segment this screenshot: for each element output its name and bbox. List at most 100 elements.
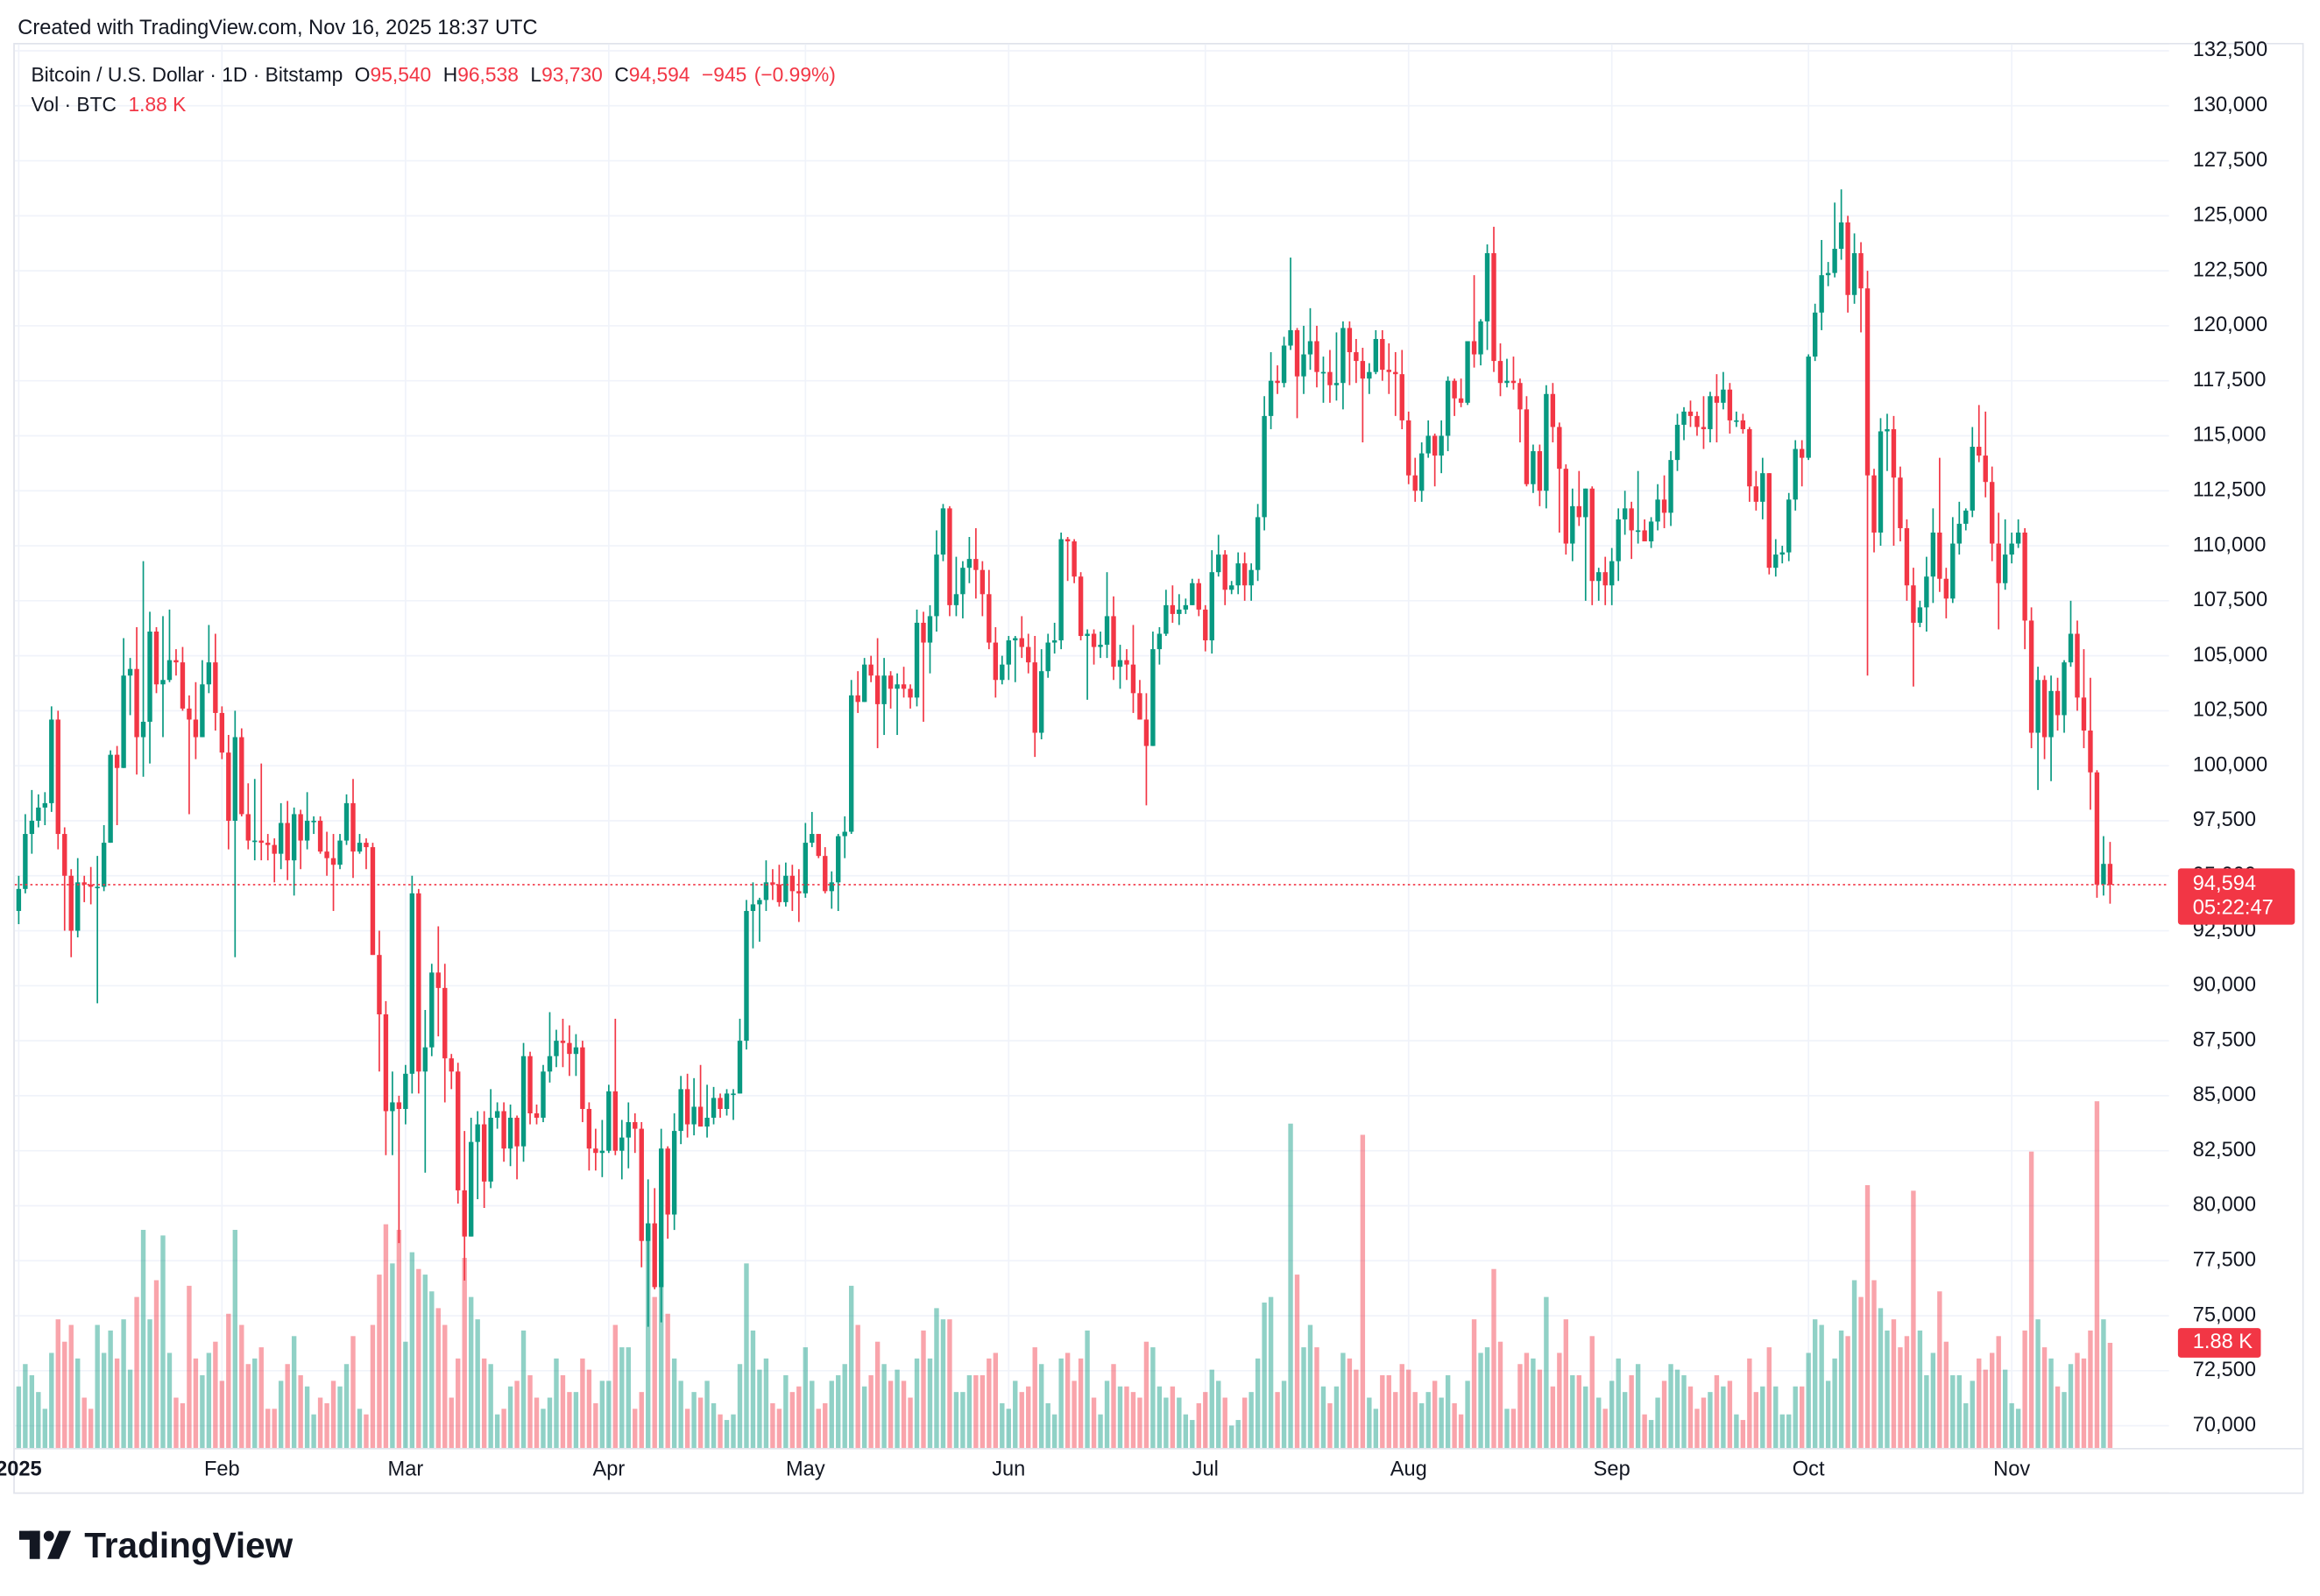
volume-bar — [2075, 1352, 2080, 1448]
y-tick-label: 112,500 — [2193, 479, 2267, 502]
volume-bar — [160, 1235, 166, 1448]
candle-body — [789, 875, 796, 892]
volume-bar — [888, 1381, 894, 1448]
candle-body — [776, 884, 782, 902]
logo-text: TradingView — [84, 1525, 293, 1565]
volume-bar — [475, 1319, 480, 1448]
volume-bar — [1524, 1352, 1530, 1448]
volume-bar — [350, 1336, 356, 1448]
y-tick-label: 80,000 — [2193, 1194, 2256, 1217]
volume-bar — [1963, 1402, 1969, 1448]
candle-body — [193, 719, 199, 738]
candle-body — [1793, 448, 1798, 500]
volume-bar — [1878, 1308, 1884, 1448]
volume-bar — [1327, 1402, 1333, 1448]
volume-bar — [783, 1374, 789, 1448]
volume-bar — [731, 1414, 736, 1448]
candle-body — [514, 1118, 520, 1147]
candle-body — [1956, 523, 1962, 544]
y-tick-label: 97,500 — [2193, 809, 2256, 831]
volume-bar — [816, 1409, 821, 1448]
volume-bar — [1301, 1347, 1306, 1448]
volume-bar — [1458, 1414, 1464, 1448]
candle-body — [127, 668, 133, 676]
candle-body — [1425, 435, 1431, 454]
candle-body — [337, 840, 343, 865]
candle-body — [1550, 393, 1556, 427]
volume-bar — [2107, 1342, 2113, 1448]
volume-bar — [1354, 1369, 1359, 1448]
volume-bar — [1465, 1381, 1470, 1448]
candle-body — [166, 660, 173, 681]
candle-body — [1367, 371, 1372, 379]
volume-bar — [2101, 1319, 2106, 1448]
candle-body — [1996, 543, 2001, 583]
volume-bar — [416, 1268, 421, 1448]
y-tick-label: 115,000 — [2193, 424, 2267, 447]
candle-body — [541, 1071, 546, 1119]
candle-body — [1399, 374, 1404, 420]
candle-body — [2041, 680, 2048, 738]
candle-body — [1058, 539, 1064, 641]
candle-body — [1740, 420, 1746, 429]
volume-bar — [619, 1347, 625, 1448]
ohlc-value: 95,540 — [371, 63, 432, 86]
candle-body — [842, 831, 847, 837]
candle-body — [1504, 380, 1510, 384]
volume-bar — [1314, 1347, 1319, 1448]
candle-body — [612, 1091, 619, 1151]
candle-body — [1412, 475, 1418, 491]
volume-bar — [311, 1414, 316, 1448]
ohlc-value: 96,538 — [457, 63, 519, 86]
volume-bar — [403, 1341, 408, 1448]
candle-body — [1045, 642, 1050, 672]
volume-bar — [776, 1409, 782, 1448]
candle-body — [1681, 411, 1687, 425]
volume-bar — [1557, 1352, 1562, 1448]
volume-bar — [1504, 1409, 1510, 1448]
y-tick-label: 75,000 — [2193, 1303, 2256, 1326]
volume-bar — [317, 1397, 323, 1448]
candle-body — [1439, 435, 1444, 456]
candle-body — [1878, 431, 1884, 533]
volume-bar — [429, 1291, 435, 1448]
volume-bar — [252, 1358, 258, 1448]
candle-body — [232, 737, 238, 821]
candle-body — [114, 754, 120, 768]
volume-bar — [1367, 1397, 1372, 1448]
volume-bar — [1531, 1358, 1536, 1448]
volume-bar — [684, 1409, 690, 1448]
x-tick-label: 2025 — [0, 1458, 42, 1481]
candle-body — [501, 1111, 506, 1149]
candle-body — [1885, 428, 1890, 432]
volume-bar — [1911, 1190, 1916, 1448]
volume-bar — [1229, 1425, 1234, 1448]
volume-bar — [1740, 1420, 1746, 1448]
candle-body — [520, 1056, 527, 1147]
volume-bar — [973, 1374, 979, 1448]
candle-body — [153, 631, 159, 685]
candle-body — [2094, 772, 2100, 885]
volume-bar — [1248, 1392, 1254, 1448]
volume-bar — [1170, 1386, 1176, 1448]
volume-bar — [665, 1313, 670, 1448]
volume-bar — [1943, 1341, 1949, 1448]
candle-body — [1333, 383, 1340, 385]
volume-bar — [1177, 1397, 1182, 1448]
candle-body — [1537, 451, 1543, 491]
candle-body — [1655, 499, 1660, 522]
candle-body — [1314, 341, 1319, 372]
candle-body — [1248, 569, 1254, 586]
volume-bar — [1137, 1397, 1142, 1448]
candle-body — [1642, 530, 1647, 542]
candle-body — [1320, 371, 1326, 374]
volume-bar — [1760, 1386, 1765, 1448]
volume-bar — [1085, 1330, 1090, 1448]
volume-bar — [1668, 1364, 1673, 1448]
volume-bar — [2048, 1358, 2054, 1448]
volume-bar — [1000, 1402, 1005, 1448]
candle-body — [1203, 609, 1208, 641]
candle-body — [350, 802, 356, 852]
volume-bar — [1340, 1352, 1346, 1448]
